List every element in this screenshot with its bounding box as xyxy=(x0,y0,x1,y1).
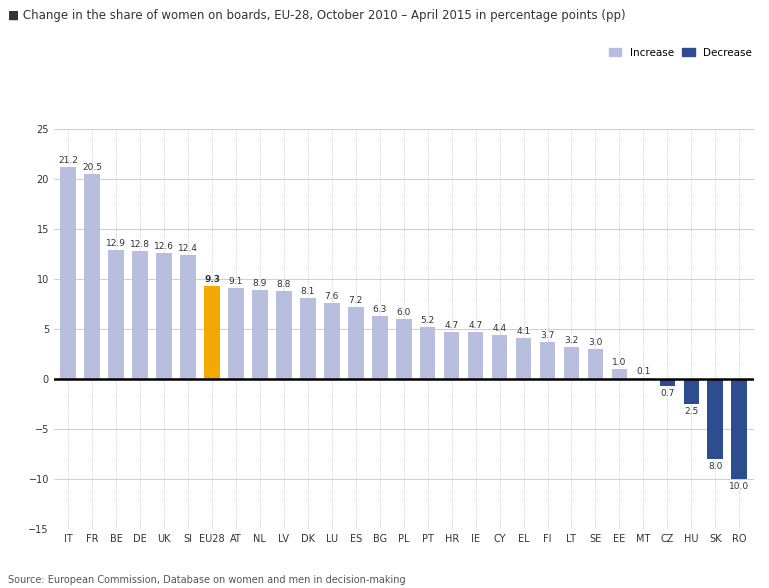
Bar xyxy=(420,328,435,379)
Legend: Increase, Decrease: Increase, Decrease xyxy=(604,44,756,62)
Bar xyxy=(108,250,124,379)
Bar xyxy=(276,291,291,379)
Text: 9.1: 9.1 xyxy=(229,277,243,286)
Text: 12.8: 12.8 xyxy=(130,240,150,249)
Text: 8.0: 8.0 xyxy=(708,462,722,471)
Text: 8.8: 8.8 xyxy=(277,280,291,289)
Text: 8.1: 8.1 xyxy=(301,287,315,296)
Bar xyxy=(660,379,675,386)
Text: 3.2: 3.2 xyxy=(564,336,578,345)
Bar xyxy=(684,379,699,405)
Bar xyxy=(348,308,364,379)
Text: 7.2: 7.2 xyxy=(348,296,363,305)
Bar xyxy=(707,379,723,459)
Bar xyxy=(228,288,244,379)
Text: ■ Change in the share of women on boards, EU-28, October 2010 – April 2015 in pe: ■ Change in the share of women on boards… xyxy=(8,9,625,22)
Text: 0.1: 0.1 xyxy=(636,367,651,376)
Bar xyxy=(180,255,196,379)
Text: 12.9: 12.9 xyxy=(106,239,126,248)
Bar xyxy=(611,369,628,379)
Text: 3.7: 3.7 xyxy=(541,331,554,340)
Text: 3.0: 3.0 xyxy=(588,338,603,347)
Bar xyxy=(468,332,484,379)
Bar xyxy=(252,290,268,379)
Bar xyxy=(564,348,579,379)
Text: 4.4: 4.4 xyxy=(492,324,507,333)
Text: 7.6: 7.6 xyxy=(325,292,339,301)
Bar xyxy=(540,342,555,379)
Text: 5.2: 5.2 xyxy=(421,316,434,325)
Text: 4.1: 4.1 xyxy=(517,327,531,336)
Bar xyxy=(492,335,508,379)
Bar xyxy=(444,332,459,379)
Bar xyxy=(132,251,148,379)
Text: 9.3: 9.3 xyxy=(204,275,220,284)
Text: 0.7: 0.7 xyxy=(660,389,674,397)
Bar xyxy=(396,319,411,379)
Text: 4.7: 4.7 xyxy=(444,321,459,330)
Bar xyxy=(516,338,531,379)
Bar xyxy=(85,174,100,379)
Bar xyxy=(372,316,388,379)
Text: 10.0: 10.0 xyxy=(729,482,749,491)
Text: 2.5: 2.5 xyxy=(684,407,698,416)
Text: 6.3: 6.3 xyxy=(372,305,387,314)
Bar xyxy=(588,349,603,379)
Bar xyxy=(731,379,747,479)
Text: 8.9: 8.9 xyxy=(253,279,267,288)
Text: 12.4: 12.4 xyxy=(178,244,198,253)
Bar xyxy=(324,303,340,379)
Text: 4.7: 4.7 xyxy=(468,321,483,330)
Text: 12.6: 12.6 xyxy=(154,242,174,251)
Bar xyxy=(205,286,220,379)
Bar xyxy=(156,253,171,379)
Text: Source: European Commission, Database on women and men in decision-making: Source: European Commission, Database on… xyxy=(8,575,405,585)
Bar xyxy=(61,168,76,379)
Bar xyxy=(636,378,651,379)
Text: 20.5: 20.5 xyxy=(82,163,102,172)
Text: 1.0: 1.0 xyxy=(612,358,627,367)
Text: 21.2: 21.2 xyxy=(58,156,78,165)
Text: 6.0: 6.0 xyxy=(397,308,411,317)
Bar xyxy=(300,298,315,379)
